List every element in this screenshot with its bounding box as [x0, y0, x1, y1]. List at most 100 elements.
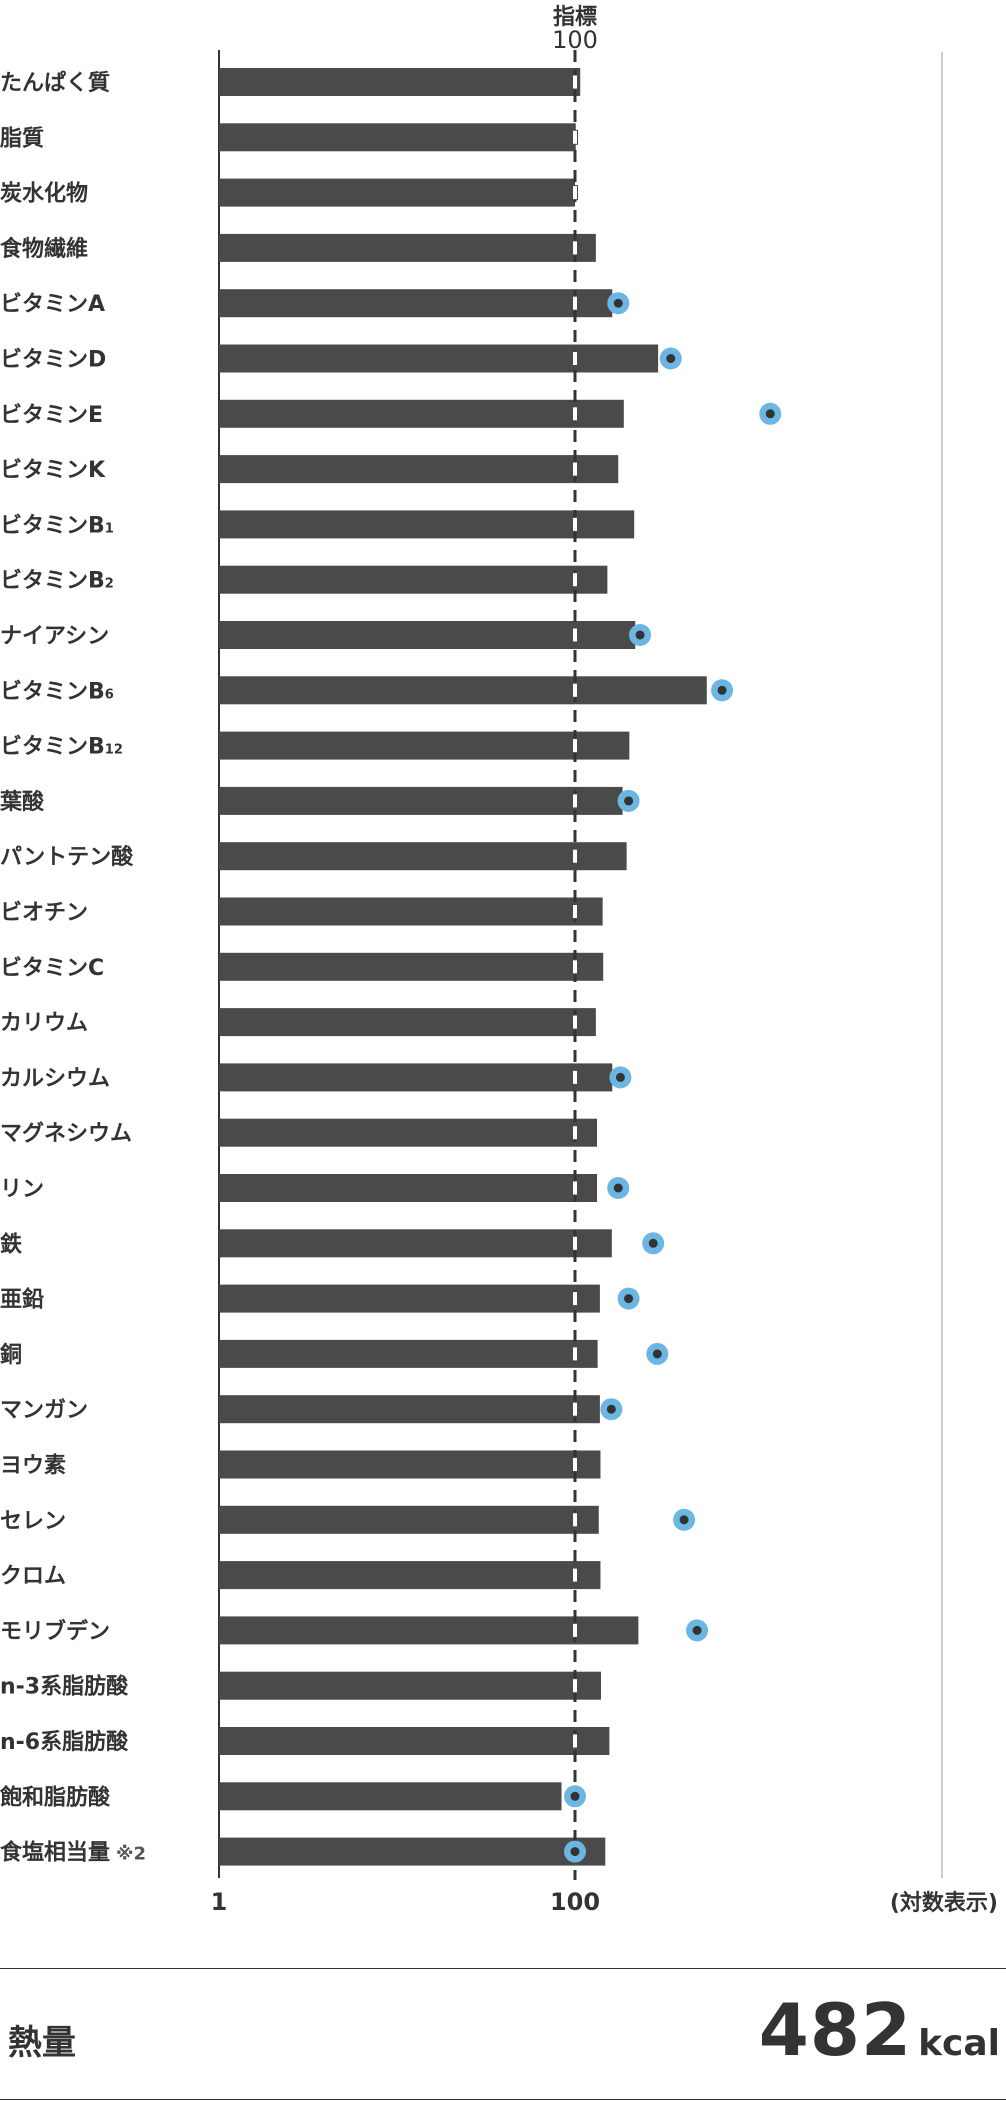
reference-tick-17: [572, 959, 578, 975]
reference-tick-25: [572, 1401, 578, 1417]
bar-31: [219, 1727, 610, 1755]
category-label-16: ビオチン: [0, 901, 88, 926]
reference-tick-18: [572, 1014, 578, 1030]
marker-dot-25: [606, 1404, 616, 1414]
bar-17: [219, 952, 604, 981]
reference-value: 100: [552, 26, 598, 54]
marker-dot-12: [717, 685, 727, 695]
marker-dot-24: [652, 1349, 662, 1359]
footer-bottom-divider: [0, 2099, 1006, 2100]
bar-30: [219, 1671, 602, 1700]
bar-16: [219, 897, 603, 926]
reference-label: 指標: [553, 5, 597, 30]
bar-15: [219, 842, 627, 871]
bar-21: [219, 1174, 598, 1202]
category-label-10: ビタミンB2: [0, 569, 114, 594]
bar-25: [219, 1395, 600, 1424]
marker-dot-11: [635, 630, 645, 640]
bar-8: [219, 455, 619, 484]
category-label-11: ナイアシン: [0, 624, 109, 649]
reference-tick-1: [572, 74, 578, 90]
bar-29: [219, 1616, 639, 1645]
category-label-3: 炭水化物: [0, 181, 88, 207]
reference-tick-20: [572, 1125, 578, 1141]
energy-readout: 482 kcal: [759, 1988, 1000, 2072]
bar-28: [219, 1561, 601, 1590]
category-label-15: パントテン酸: [0, 845, 134, 870]
bar-1: [219, 68, 581, 96]
category-label-28: クロム: [0, 1564, 66, 1589]
marker-dot-29: [692, 1625, 702, 1635]
category-label-21: リン: [0, 1177, 44, 1202]
reference-tick-9: [572, 516, 578, 532]
category-label-5: ビタミンA: [0, 292, 105, 317]
bar-26: [219, 1450, 601, 1479]
category-label-2: 脂質: [0, 125, 44, 151]
reference-tick-23: [572, 1291, 578, 1307]
category-label-22: 鉄: [0, 1231, 22, 1257]
reference-tick-3: [572, 185, 578, 201]
bar-13: [219, 731, 630, 760]
category-label-12: ビタミンB6: [0, 679, 114, 704]
reference-tick-8: [572, 461, 578, 477]
reference-tick-12: [572, 682, 578, 698]
category-label-25: マンガン: [0, 1398, 88, 1423]
bar-19: [219, 1063, 613, 1092]
bar-18: [219, 1008, 596, 1037]
category-label-9: ビタミンB1: [0, 513, 114, 538]
bar-2: [219, 123, 576, 152]
bar-22: [219, 1229, 612, 1258]
bar-27: [219, 1505, 599, 1534]
reference-tick-30: [572, 1678, 578, 1694]
category-label-4: 食物繊維: [0, 236, 88, 262]
category-label-18: カリウム: [0, 1011, 88, 1036]
reference-tick-14: [572, 793, 578, 809]
bar-11: [219, 621, 636, 649]
reference-tick-6: [572, 351, 578, 366]
reference-tick-2: [572, 129, 578, 145]
energy-unit: kcal: [918, 2023, 1000, 2064]
reference-tick-22: [572, 1235, 578, 1251]
bar-24: [219, 1339, 598, 1368]
category-label-32: 飽和脂肪酸: [0, 1784, 111, 1810]
marker-dot-21: [613, 1183, 623, 1193]
reference-tick-19: [572, 1069, 578, 1085]
bar-32: [219, 1782, 562, 1811]
reference-tick-28: [572, 1567, 578, 1583]
x-tick-label-1: 1: [211, 1888, 228, 1916]
bar-12: [219, 676, 707, 705]
category-label-23: 亜鉛: [0, 1287, 44, 1313]
marker-dot-5: [613, 298, 623, 308]
energy-value: 482: [758, 1988, 913, 2072]
category-label-20: マグネシウム: [0, 1121, 132, 1147]
bar-10: [219, 565, 608, 594]
category-label-19: カルシウム: [0, 1066, 110, 1091]
category-label-6: ビタミンD: [0, 348, 106, 373]
reference-tick-29: [572, 1622, 578, 1638]
bar-9: [219, 510, 635, 539]
category-label-14: 葉酸: [0, 790, 45, 815]
marker-dot-33: [570, 1847, 580, 1857]
reference-tick-15: [572, 848, 578, 864]
bar-14: [219, 786, 623, 815]
bar-33: [219, 1837, 606, 1866]
category-label-26: ヨウ素: [0, 1453, 66, 1479]
bar-5: [219, 289, 613, 318]
category-label-17: ビタミンC: [0, 956, 104, 981]
x-tick-label-2: 100: [550, 1888, 600, 1916]
category-label-30: n-3系脂肪酸: [0, 1674, 129, 1700]
footer-top-divider: [0, 1968, 1006, 1969]
category-label-1: たんぱく質: [0, 70, 110, 96]
reference-tick-13: [572, 738, 578, 754]
marker-dot-19: [615, 1072, 625, 1082]
reference-tick-7: [572, 406, 578, 422]
category-label-31: n-6系脂肪酸: [0, 1729, 129, 1755]
reference-tick-11: [572, 627, 578, 643]
reference-tick-10: [572, 572, 578, 588]
bar-3: [219, 178, 575, 207]
reference-tick-24: [572, 1346, 578, 1362]
category-label-24: 銅: [0, 1342, 22, 1368]
category-label-8: ビタミンK: [0, 458, 106, 483]
category-label-29: モリブデン: [0, 1618, 110, 1644]
